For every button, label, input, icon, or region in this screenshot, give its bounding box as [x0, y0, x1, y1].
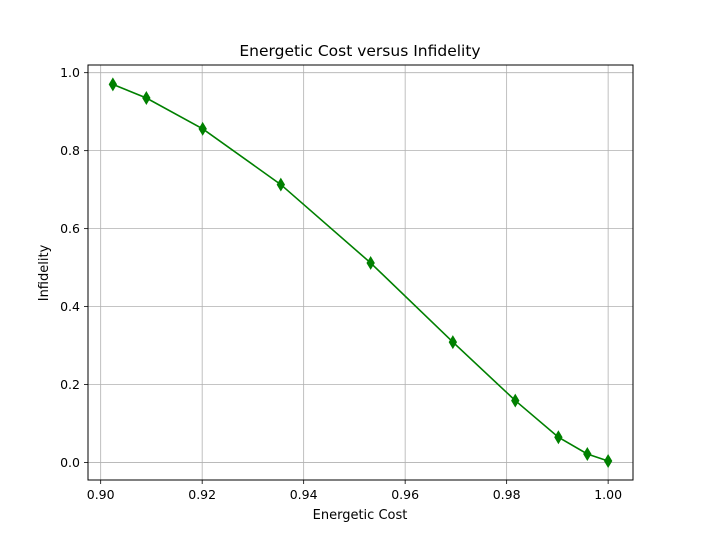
y-tick-label: 0.0 — [60, 455, 80, 470]
data-point-marker — [142, 91, 151, 105]
y-tick-label: 1.0 — [60, 65, 80, 80]
y-tick-label: 0.6 — [60, 221, 80, 236]
series-group — [108, 77, 613, 468]
y-tick-label: 0.8 — [60, 143, 80, 158]
data-point-marker — [583, 447, 592, 461]
plot-frame — [87, 64, 634, 481]
data-point-marker — [511, 393, 520, 408]
series-line — [112, 83, 609, 462]
data-point-marker — [603, 454, 613, 468]
ticks: 0.90 0.92 0.94 0.96 0.98 1.00 0.0 0.2 0.4 0.6 0.8 1… — [60, 65, 622, 502]
y-axis-label: Infidelity — [37, 244, 52, 301]
x-tick-label: 0.92 — [188, 487, 216, 502]
x-tick-label: 0.90 — [87, 487, 115, 502]
y-tick-label: 0.2 — [60, 377, 80, 392]
y-tick-label: 0.4 — [60, 299, 80, 314]
data-point-marker — [198, 121, 207, 136]
x-axis-label: Energetic Cost — [313, 508, 408, 523]
data-point-marker — [276, 177, 286, 192]
chart-title: Energetic Cost versus Infidelity — [239, 42, 480, 60]
grid — [88, 65, 633, 480]
x-tick-label: 1.00 — [594, 487, 622, 502]
data-point-marker — [366, 255, 375, 270]
x-tick-label: 0.98 — [493, 487, 521, 502]
x-tick-label: 0.94 — [290, 487, 318, 502]
data-point-marker — [108, 77, 118, 92]
x-tick-label: 0.96 — [391, 487, 419, 502]
data-point-marker — [448, 335, 458, 350]
data-point-marker — [554, 430, 563, 445]
